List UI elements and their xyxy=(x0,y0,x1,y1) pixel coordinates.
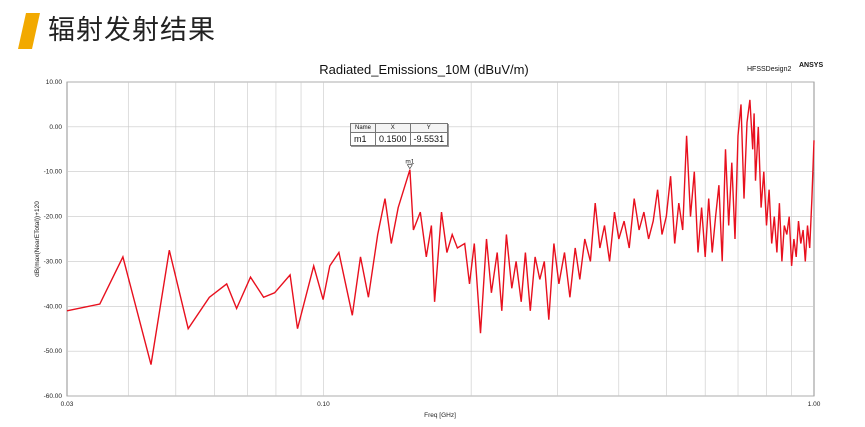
marker-name: m1 xyxy=(349,132,377,146)
title-accent-icon xyxy=(18,13,40,49)
y-tick-label: -10.00 xyxy=(44,169,63,176)
y-tick-label: -30.00 xyxy=(44,258,63,265)
design-name: HFSSDesign2 xyxy=(747,66,791,73)
y-tick-label: -20.00 xyxy=(44,214,63,221)
marker-x-value: 0.1500 xyxy=(375,132,411,146)
slide-title: 辐射发射结果 xyxy=(48,15,216,46)
y-tick-label: -60.00 xyxy=(44,393,63,400)
marker-header-name: Name xyxy=(349,123,377,133)
y-tick-label: -50.00 xyxy=(44,348,63,355)
marker-header-x: X xyxy=(375,123,411,133)
marker-m1-label: m1 xyxy=(405,159,414,166)
marker-table[interactable]: Name X Y m1 0.1500 -9.5531 xyxy=(349,123,449,146)
y-tick-label: -40.00 xyxy=(44,303,63,310)
x-axis-label: Freq [GHz] xyxy=(424,412,456,419)
x-tick-label: 1.00 xyxy=(808,401,821,408)
y-axis-label: dB(max(NearETotal))+120 xyxy=(34,201,41,277)
series-layer xyxy=(66,99,815,365)
y-tick-label: 0.00 xyxy=(49,124,62,131)
marker-row-m1[interactable]: m1 0.1500 -9.5531 xyxy=(349,132,449,146)
marker-header-y: Y xyxy=(409,123,449,133)
x-tick-label: 0.03 xyxy=(61,401,74,408)
chart-title: Radiated_Emissions_10M (dBuV/m) xyxy=(319,62,529,77)
y-tick-label: 10.00 xyxy=(46,79,63,86)
marker-y-value: -9.5531 xyxy=(409,132,449,146)
marker-m1-icon xyxy=(406,164,413,170)
series-line-0 xyxy=(66,99,815,365)
x-tick-label: 0.10 xyxy=(317,401,330,408)
tick-labels: 10.00 0.00 -10.00 -20.00 -30.00 -40.00 -50.00 -… xyxy=(44,79,821,408)
marker-layer: m1 xyxy=(405,159,415,170)
vendor-logo: ANSYS xyxy=(799,62,823,69)
